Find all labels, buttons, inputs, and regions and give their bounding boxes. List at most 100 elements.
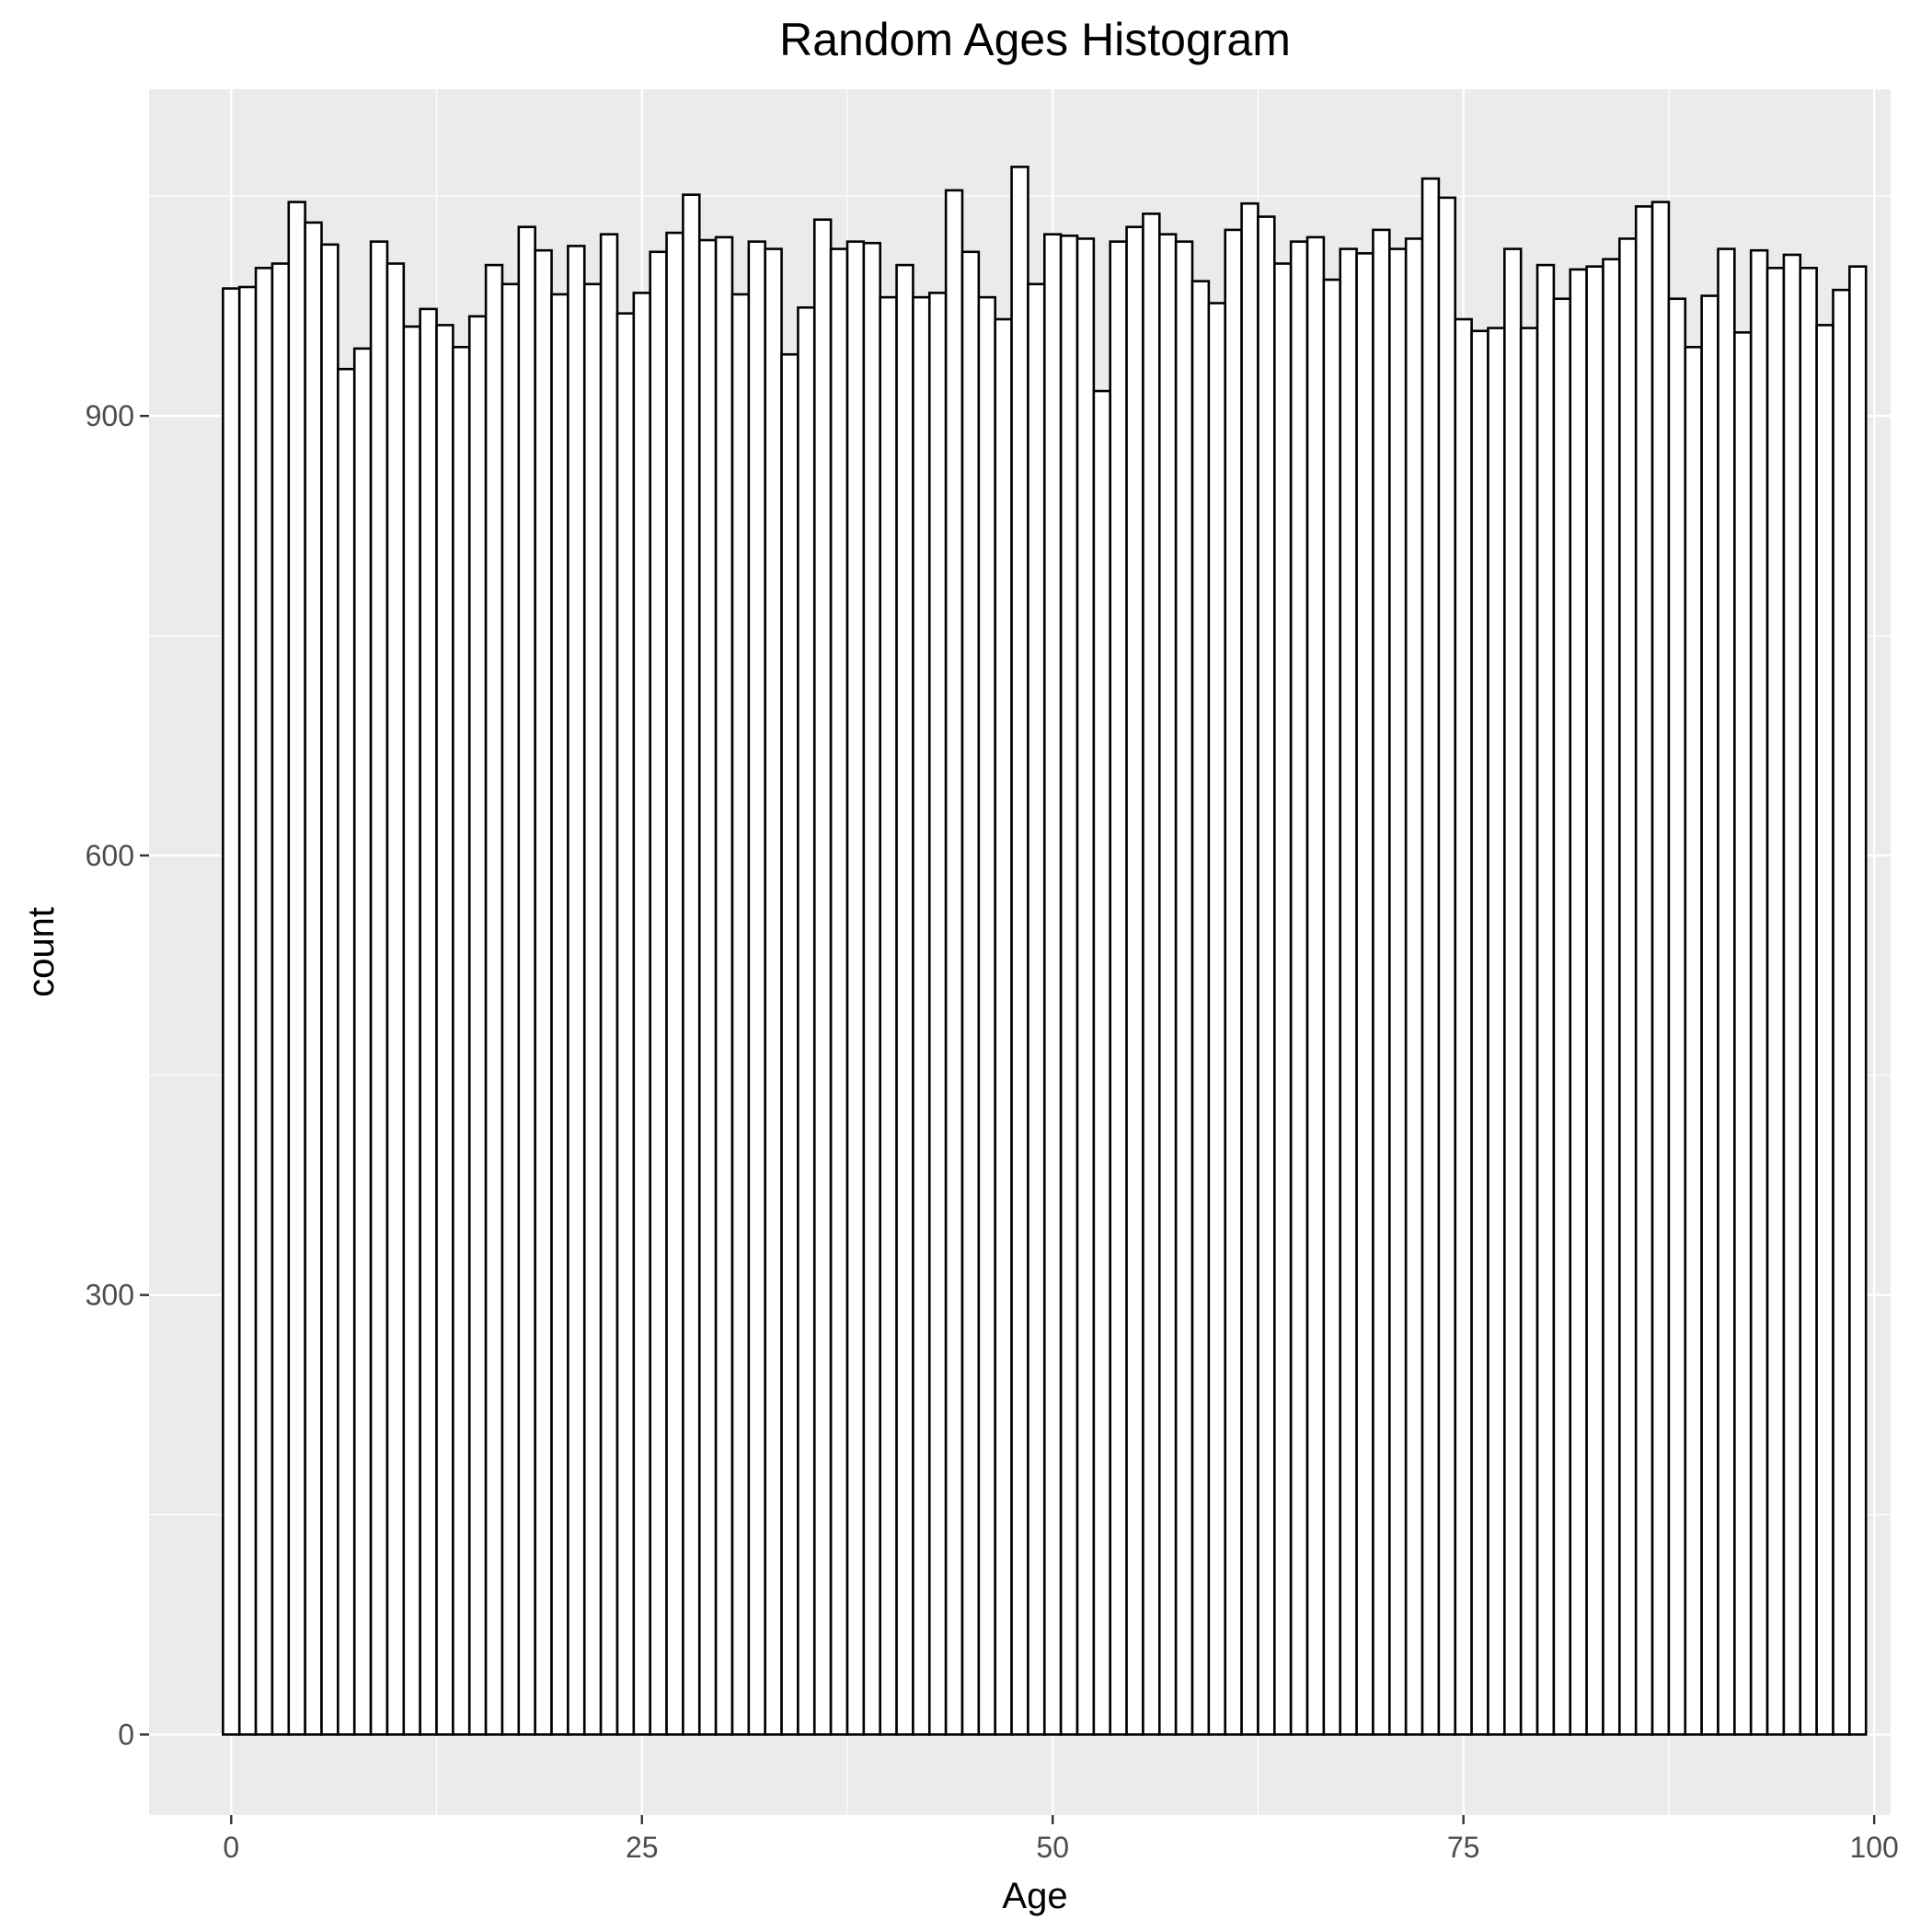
histogram-bar [1027,282,1046,1736]
histogram-bar [500,282,521,1736]
histogram-bar [304,221,323,1736]
histogram-bar [1733,331,1753,1736]
histogram-bar [1437,196,1457,1736]
histogram-bar [615,312,636,1736]
histogram-bar [682,193,701,1736]
histogram-bar [1355,252,1374,1736]
histogram-bar [764,247,783,1736]
histogram-bar [287,201,306,1736]
histogram-bar [484,263,504,1736]
histogram-bar [270,262,291,1736]
y-tick-label: 300 [86,1279,134,1312]
histogram-bar [320,243,339,1736]
x-axis-ticks: 0 25 50 75 100 [223,1815,1899,1864]
y-axis-ticks: 0 300 600 900 [86,399,149,1751]
histogram-bar [730,293,751,1736]
histogram-bar [1765,266,1786,1736]
histogram-bar [960,250,981,1736]
histogram-bar [567,245,586,1736]
histogram-bar [1634,205,1654,1736]
histogram-bar [1305,236,1326,1736]
histogram-bar [1454,317,1473,1736]
histogram-bar [1503,247,1523,1736]
histogram-bar [1535,263,1556,1736]
histogram-bar [1585,265,1604,1736]
chart-title: Random Ages Histogram [779,14,1291,65]
histogram-bar [1815,324,1834,1736]
histogram-bar [550,293,569,1736]
histogram-bar [927,292,948,1736]
histogram-bar [599,233,619,1736]
histogram-bar [812,218,833,1736]
histogram-bar [1289,240,1309,1736]
histogram-bar [582,282,603,1736]
histogram-bar [1618,237,1638,1736]
histogram-bar [1470,329,1489,1736]
histogram-bar [1257,215,1276,1736]
histogram-bar [1487,327,1506,1736]
histogram-bar [1749,248,1769,1736]
histogram-bar [1717,247,1736,1736]
histogram-bar [419,307,438,1736]
histogram-bar [714,236,734,1736]
histogram-bar [632,292,651,1736]
histogram-bar [845,240,866,1736]
histogram-bar [1782,253,1802,1736]
histogram-bar [912,295,931,1736]
histogram-bar [1339,247,1358,1736]
histogram-bar [895,263,914,1736]
x-tick-label: 100 [1849,1831,1898,1864]
histogram-bar [780,352,799,1736]
histogram-bar [352,347,373,1736]
histogram-bar [665,231,684,1736]
histogram-bar [829,247,849,1736]
histogram-bar [369,240,389,1736]
histogram-bar [1404,237,1424,1736]
y-tick-label: 0 [118,1718,134,1751]
histogram-bar [254,266,274,1736]
histogram-bars [222,166,1868,1736]
histogram-bar [1174,240,1194,1736]
x-tick-label: 75 [1447,1831,1480,1864]
histogram-bar [1157,233,1178,1736]
histogram-bar [1602,258,1621,1736]
histogram-bar [1075,237,1096,1736]
histogram-bar [1109,240,1128,1736]
histogram-bar [1667,297,1687,1736]
histogram-bar [452,345,471,1736]
histogram-bar [747,240,766,1736]
histogram-bar [1388,247,1408,1736]
histogram-bar [1042,233,1063,1736]
histogram-bar [879,295,898,1736]
histogram-bar [237,285,258,1736]
y-tick-label: 900 [86,399,134,432]
histogram-bar [1650,201,1671,1736]
histogram-bar [1273,262,1293,1736]
histogram-bar [1420,177,1441,1736]
histogram-bar [1142,213,1161,1736]
histogram-bar [649,250,668,1736]
histogram-bar [1190,280,1211,1736]
histogram-bar [1224,228,1243,1736]
histogram-bar [1569,268,1588,1736]
histogram-bar [797,305,816,1736]
histogram-bar [1552,297,1572,1736]
histogram-bar [1519,327,1539,1736]
y-axis-title: count [21,907,62,997]
histogram-bar [862,241,882,1736]
histogram-bar [435,324,454,1736]
histogram-bar [385,262,406,1736]
histogram-bar [517,225,536,1736]
x-tick-label: 0 [223,1831,239,1864]
histogram-bar [1372,228,1391,1736]
histogram-bar [1799,266,1818,1736]
x-axis-title: Age [1002,1876,1067,1916]
histogram-bar [697,238,718,1736]
histogram-bar [1125,225,1144,1736]
histogram-bar [1059,234,1079,1736]
histogram-bar [402,325,421,1736]
y-tick-label: 600 [86,839,134,872]
histogram-bar [1010,166,1029,1736]
histogram-bar [467,315,488,1736]
